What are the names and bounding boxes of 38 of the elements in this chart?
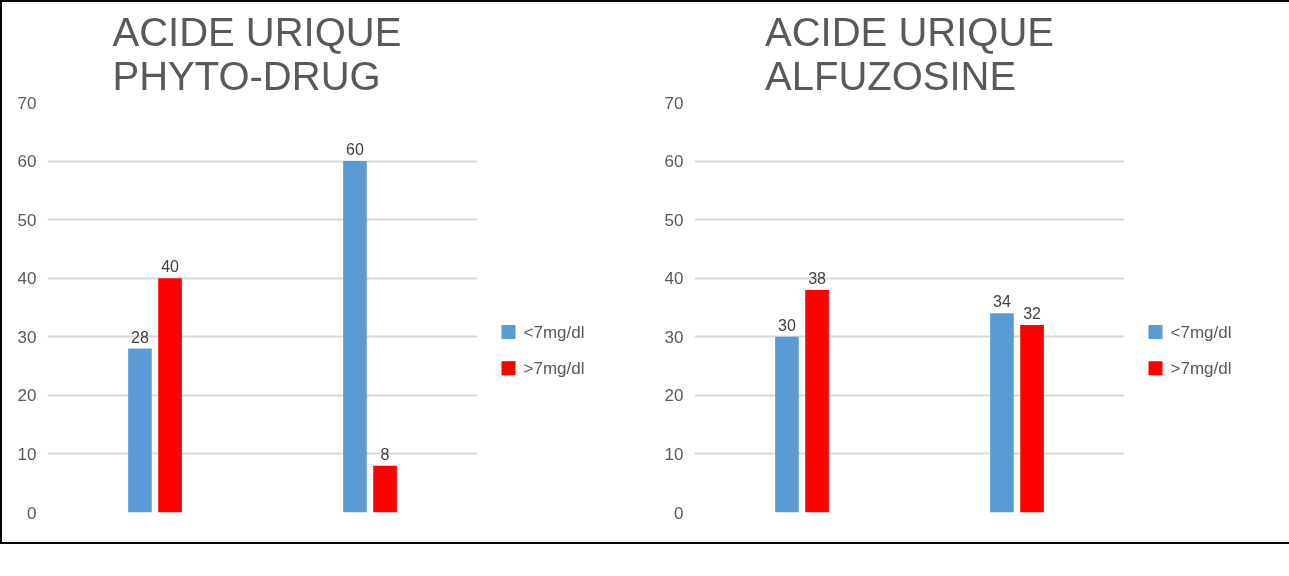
y-tick-label: 40 (17, 269, 37, 289)
data-label: 40 (161, 258, 180, 276)
legend-label: >7mg/dl (523, 358, 585, 378)
y-tick-label: 70 (664, 93, 684, 113)
legend-label: <7mg/dl (1170, 322, 1232, 342)
y-tick-label: 20 (664, 386, 684, 406)
data-label: 30 (778, 316, 796, 334)
y-tick-label: 0 (674, 503, 684, 523)
data-label: 60 (346, 141, 364, 159)
data-label: 38 (808, 269, 827, 287)
bar (990, 313, 1014, 513)
legend-label: <7mg/dl (523, 322, 585, 342)
data-label: 28 (131, 328, 149, 346)
y-tick-label: 20 (17, 386, 37, 406)
legend-label: >7mg/dl (1170, 358, 1232, 378)
chart-title: ACIDE URIQUE ALFUZOSINE (765, 9, 1054, 98)
y-tick-label: 30 (664, 327, 684, 347)
bar (1020, 325, 1044, 513)
bar (775, 336, 799, 513)
data-label: 8 (380, 445, 390, 463)
chart-title: ACIDE URIQUE PHYTO-DRUG (112, 9, 402, 98)
y-tick-label: 70 (17, 93, 37, 113)
bar (805, 289, 829, 513)
y-tick-label: 40 (664, 269, 684, 289)
y-tick-label: 50 (664, 210, 684, 230)
y-tick-label: 30 (17, 327, 37, 347)
data-label: 34 (993, 293, 1011, 311)
y-tick-label: 0 (27, 503, 37, 523)
y-tick-label: 10 (17, 444, 37, 464)
bar (373, 465, 397, 513)
y-tick-label: 60 (664, 152, 684, 172)
bar (128, 348, 152, 513)
y-tick-label: 10 (664, 444, 684, 464)
data-label: 32 (1023, 305, 1042, 323)
bar (158, 278, 182, 513)
bar (343, 161, 367, 513)
y-tick-label: 60 (17, 152, 37, 172)
y-tick-label: 50 (17, 210, 37, 230)
